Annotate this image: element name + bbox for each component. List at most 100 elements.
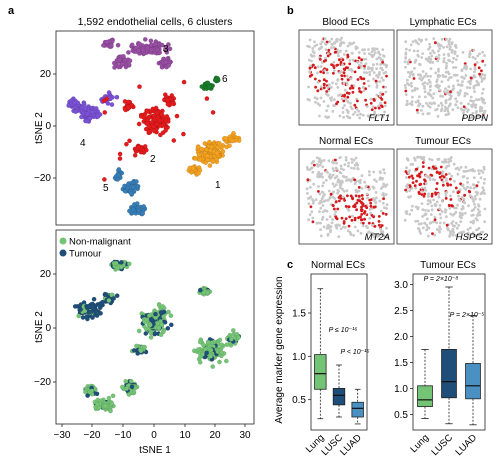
gene-label: FLT1 (369, 113, 390, 124)
background-cell-point (456, 79, 460, 83)
background-cell-point (437, 104, 440, 107)
background-cell-point (368, 70, 371, 74)
background-cell-point (349, 101, 352, 105)
background-cell-point (362, 58, 366, 61)
cell-point-cluster-3 (127, 58, 133, 64)
expressing-cell-point (456, 191, 460, 195)
background-cell-point (372, 71, 376, 74)
panel-a2-xtick: 30 (239, 430, 251, 441)
expressing-cell-point (449, 198, 453, 201)
cell-point-nonmalignant (206, 339, 211, 345)
expressing-cell-point (363, 217, 366, 221)
background-cell-point (454, 234, 458, 237)
background-cell-point (318, 192, 322, 196)
background-cell-point (343, 88, 347, 92)
panel-a2-ylabel: tSNE 2 (34, 311, 45, 343)
background-cell-point (442, 57, 446, 60)
cell-point-nonmalignant (217, 337, 223, 343)
expressing-cell-point (355, 208, 358, 212)
background-cell-point (418, 77, 421, 80)
background-cell-point (472, 221, 475, 225)
background-cell-point (344, 226, 347, 229)
background-cell-point (342, 189, 346, 193)
background-cell-point (456, 54, 459, 58)
background-cell-point (457, 93, 461, 97)
background-cell-point (451, 108, 455, 111)
background-cell-point (318, 202, 321, 205)
cell-point-nonmalignant (136, 328, 142, 334)
background-cell-point (469, 95, 473, 99)
background-cell-point (473, 195, 477, 198)
background-cell-point (429, 213, 433, 216)
background-cell-point (367, 52, 371, 56)
background-cell-point (416, 87, 419, 91)
background-cell-point (428, 42, 431, 46)
background-cell-point (307, 202, 311, 206)
background-cell-point (473, 202, 476, 206)
background-cell-point (456, 203, 459, 207)
expressing-cell-point (346, 194, 349, 198)
background-cell-point (327, 159, 331, 163)
background-cell-point (415, 40, 418, 44)
background-cell-point (468, 194, 472, 198)
background-cell-point (337, 54, 340, 58)
cell-point-cluster-4 (81, 101, 87, 107)
background-cell-point (437, 158, 441, 161)
cell-point-cluster-2 (153, 105, 159, 111)
background-cell-point (312, 51, 316, 54)
background-cell-point (417, 38, 421, 41)
cell-point-tumour (143, 331, 149, 336)
p-value-annotation: P < 10⁻¹⁶ (340, 349, 369, 356)
background-cell-point (332, 60, 336, 64)
background-cell-point (424, 189, 428, 192)
background-cell-point (410, 70, 414, 74)
expressing-cell-point (362, 82, 366, 85)
background-cell-point (444, 208, 448, 212)
cell-point-cluster-2 (158, 132, 163, 138)
background-cell-point (336, 51, 340, 55)
background-cell-point (438, 221, 442, 225)
background-cell-point (333, 98, 336, 101)
expressing-cell-point (341, 58, 345, 62)
background-cell-point (326, 71, 329, 75)
cell-point-cluster-5 (125, 185, 130, 191)
background-cell-point (318, 210, 321, 214)
background-cell-point (409, 81, 413, 85)
background-cell-point (433, 216, 437, 219)
background-cell-point (348, 41, 352, 45)
expressing-cell-point (340, 77, 344, 81)
expressing-cell-point (381, 212, 385, 215)
expressing-cell-point (439, 165, 443, 169)
expressing-cell-point (431, 165, 435, 169)
background-cell-point (326, 104, 330, 108)
background-cell-point (413, 61, 417, 64)
expressing-cell-point (351, 196, 354, 200)
box-luad (351, 401, 364, 418)
background-cell-point (311, 216, 315, 220)
background-cell-point (432, 198, 435, 202)
background-cell-point (446, 109, 450, 113)
expressing-cell-point (364, 98, 367, 102)
background-cell-point (426, 199, 430, 202)
background-cell-point (480, 80, 484, 83)
background-cell-point (359, 61, 363, 65)
background-cell-point (336, 78, 340, 82)
background-cell-point (331, 167, 335, 170)
background-cell-point (426, 82, 429, 85)
expressing-cell-point (411, 176, 415, 180)
expressing-cell-point (316, 89, 320, 93)
background-cell-point (483, 63, 487, 67)
background-cell-point (305, 187, 309, 191)
panel-a2-xtick: 20 (209, 430, 221, 441)
expressing-cell-point (313, 66, 317, 70)
background-cell-point (349, 178, 352, 182)
expressing-cell-point (412, 77, 416, 80)
background-cell-point (370, 50, 374, 53)
background-cell-point (440, 104, 444, 107)
cell-point-tumour (162, 319, 168, 325)
background-cell-point (364, 184, 368, 188)
expressing-cell-point (380, 98, 384, 101)
background-cell-point (355, 162, 359, 166)
background-cell-point (441, 200, 444, 203)
